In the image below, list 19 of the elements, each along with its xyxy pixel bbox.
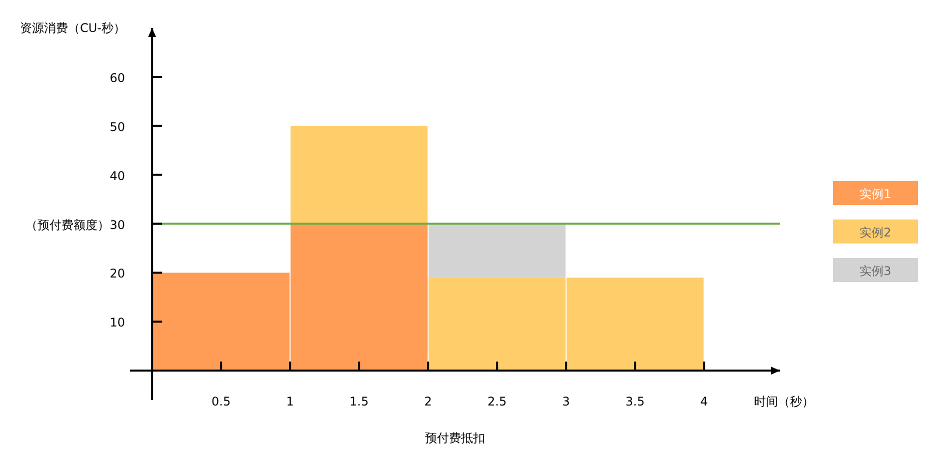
- y-tick-label: 40: [110, 168, 125, 183]
- x-tick-label: 0.5: [212, 394, 231, 409]
- x-axis-title: 时间（秒）: [754, 394, 814, 409]
- x-tick-label: 2: [424, 394, 432, 409]
- x-tick-label: 1: [286, 394, 294, 409]
- x-tick-label: 3: [562, 394, 570, 409]
- y-tick-label: 10: [110, 316, 125, 330]
- y-tick-label: （预付费额度）30: [26, 218, 125, 232]
- bar: [290, 126, 428, 224]
- x-tick-label: 4: [700, 394, 708, 409]
- y-tick-label: 60: [110, 70, 125, 85]
- y-tick-label: 20: [110, 266, 125, 281]
- x-tick-label: 1.5: [350, 394, 369, 409]
- y-tick-label: 50: [110, 120, 125, 134]
- y-axis-title: 资源消费（CU-秒）: [20, 21, 126, 35]
- x-tick-label: 2.5: [488, 394, 507, 409]
- legend: 实例1 实例2 实例3: [833, 181, 918, 282]
- text: 预付费抵扣: [425, 431, 486, 445]
- x-tick-label: 3.5: [626, 394, 645, 409]
